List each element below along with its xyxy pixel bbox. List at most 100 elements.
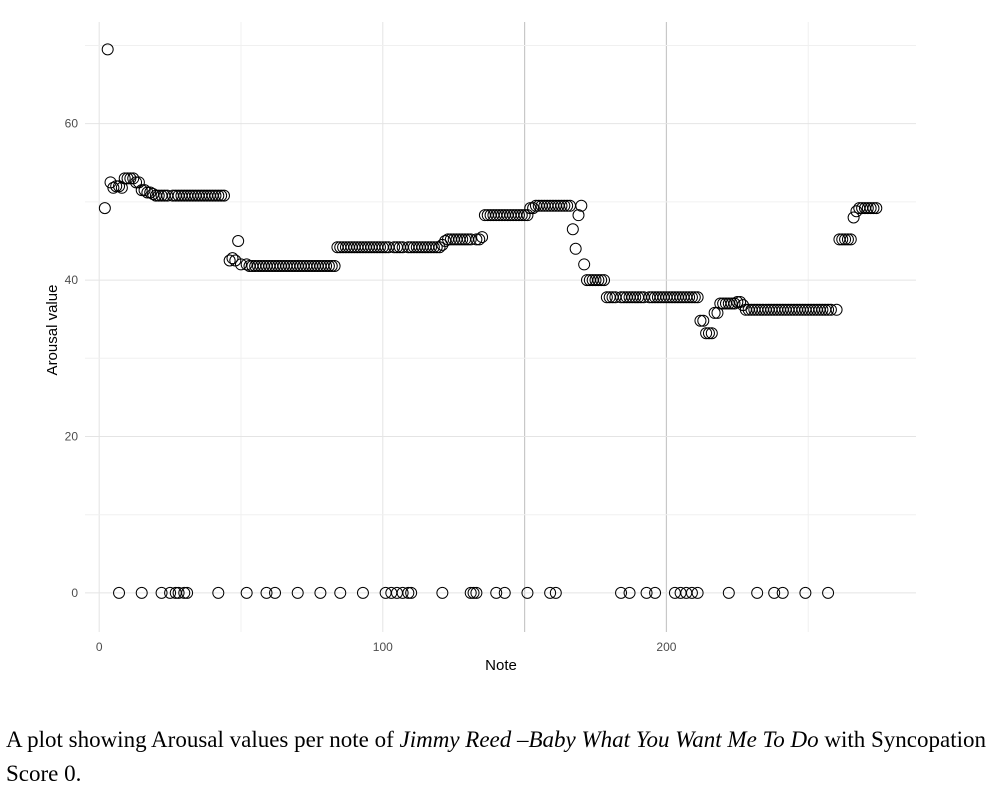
data-point	[719, 297, 732, 310]
data-point	[470, 233, 483, 246]
data-point	[141, 186, 154, 199]
data-point	[209, 189, 222, 202]
data-point	[490, 586, 503, 599]
data-point	[688, 291, 701, 304]
data-point	[223, 254, 236, 267]
figure-caption: A plot showing Arousal values per note o…	[6, 723, 996, 791]
x-axis-title: Note	[485, 657, 517, 674]
data-point	[135, 586, 148, 599]
data-point	[683, 291, 696, 304]
data-point	[569, 242, 582, 255]
data-point	[592, 274, 605, 287]
data-point	[768, 586, 781, 599]
data-point	[464, 233, 477, 246]
data-point	[260, 586, 273, 599]
data-point	[178, 586, 191, 599]
data-point	[524, 202, 537, 215]
scatter-chart: 0 100 200 0 20 40 60 Note Arousal value	[44, 22, 916, 674]
data-point	[512, 209, 525, 222]
data-point	[135, 184, 148, 197]
data-point	[623, 586, 636, 599]
data-point	[98, 202, 111, 215]
data-point	[864, 202, 877, 215]
data-point	[118, 172, 131, 185]
data-point	[498, 586, 511, 599]
data-point	[439, 234, 452, 247]
data-point	[121, 172, 134, 185]
data-point	[515, 209, 528, 222]
y-tick-label: 60	[65, 117, 79, 131]
data-point	[847, 211, 860, 224]
data-point	[402, 586, 415, 599]
data-point	[598, 274, 611, 287]
x-tick-label: 200	[656, 640, 676, 654]
data-point	[685, 586, 698, 599]
data-point	[425, 241, 438, 254]
data-point	[694, 314, 707, 327]
data-point	[702, 327, 715, 340]
data-point	[751, 586, 764, 599]
data-point	[328, 260, 341, 272]
data-point	[691, 586, 704, 599]
data-point	[600, 291, 613, 304]
data-point	[870, 202, 883, 215]
data-point	[830, 303, 843, 316]
data-point	[107, 181, 120, 194]
data-point	[314, 586, 327, 599]
data-point	[558, 199, 571, 212]
data-point	[816, 303, 829, 316]
y-tick-label: 20	[65, 429, 79, 443]
data-point	[388, 241, 401, 254]
x-tick-label: 0	[96, 640, 103, 654]
data-point	[113, 586, 126, 599]
data-point	[640, 586, 653, 599]
data-point	[728, 297, 741, 310]
data-point	[132, 176, 145, 189]
data-point	[691, 291, 704, 304]
data-point	[841, 233, 854, 246]
data-point	[850, 205, 863, 218]
data-point	[705, 327, 718, 340]
data-point	[722, 297, 735, 310]
data-point	[464, 586, 477, 599]
data-point	[101, 43, 114, 56]
data-point	[799, 586, 812, 599]
data-point	[867, 202, 880, 215]
data-point	[776, 586, 789, 599]
y-tick-label: 40	[65, 273, 79, 287]
data-point	[234, 258, 247, 271]
data-point	[172, 586, 185, 599]
data-point	[373, 241, 386, 254]
data-point	[269, 586, 282, 599]
data-point	[708, 306, 721, 319]
data-point	[470, 586, 483, 599]
data-point	[325, 260, 338, 272]
data-point	[240, 586, 253, 599]
data-point	[725, 297, 738, 310]
data-point	[240, 258, 253, 271]
data-point	[430, 241, 443, 254]
data-point	[734, 295, 747, 308]
data-point	[836, 233, 849, 246]
data-point	[322, 260, 335, 272]
data-point	[839, 233, 852, 246]
data-point	[232, 234, 245, 247]
data-point	[572, 209, 585, 222]
data-point	[152, 189, 165, 202]
data-point	[861, 202, 874, 215]
caption-song-title: Jimmy Reed –Baby What You Want Me To Do	[399, 727, 819, 752]
data-point	[130, 176, 143, 189]
y-axis-title: Arousal value	[44, 285, 61, 376]
data-point	[164, 586, 177, 599]
caption-prefix: A plot showing Arousal values per note o…	[6, 727, 400, 752]
data-point	[629, 291, 642, 304]
data-point	[115, 181, 128, 194]
data-point	[544, 586, 557, 599]
data-point	[555, 199, 568, 212]
data-point	[217, 189, 230, 202]
data-point	[291, 586, 304, 599]
data-point	[212, 586, 225, 599]
data-point	[822, 303, 835, 316]
data-point	[226, 252, 239, 265]
data-point	[467, 586, 480, 599]
